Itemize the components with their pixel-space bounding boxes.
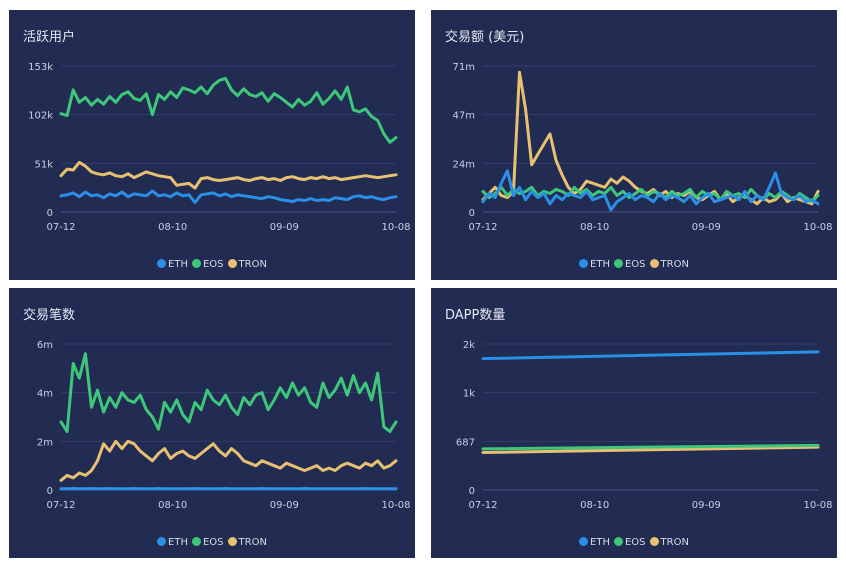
x-tick-label: 07-12 — [468, 500, 497, 511]
legend-item-eth[interactable]: ETH — [157, 259, 188, 270]
legend-dot-icon — [613, 537, 623, 546]
legend-dot-icon — [649, 259, 659, 268]
y-tick-label: 153k — [28, 62, 53, 73]
series-line-tron — [481, 70, 820, 206]
series-line-eth — [59, 189, 398, 204]
x-tick-label: 08-10 — [158, 222, 187, 233]
x-tick-label: 08-10 — [580, 222, 609, 233]
series-line-eth — [481, 350, 820, 361]
legend: ETH EOS TRON — [431, 259, 837, 270]
series-line-eos — [59, 76, 398, 144]
legend-label: EOS — [624, 259, 646, 270]
line-chart: 0 51k 102k 153k 07-12 08-10 09-09 10-08 — [28, 62, 410, 233]
legend-item-eos[interactable]: EOS — [613, 537, 646, 548]
legend-item-eos[interactable]: EOS — [613, 259, 646, 270]
legend-dot-icon — [191, 259, 201, 268]
y-tick-label: 4m — [37, 389, 53, 400]
x-tick-label: 09-09 — [692, 222, 721, 233]
panel-dapp-count: DAPP数量 0 687 1k 2k 07-12 08-10 09-09 10-08 ETH E… — [431, 288, 837, 558]
legend: ETH EOS TRON — [431, 537, 837, 548]
panel-active-users: 活跃用户 0 51k 102k 153k 07-12 08-10 09-09 10-08 ET… — [9, 10, 415, 280]
y-tick-label: 0 — [469, 208, 475, 219]
series-line-tron — [481, 445, 820, 454]
x-tick-label: 07-12 — [46, 500, 75, 511]
y-tick-label: 51k — [34, 159, 53, 170]
legend-label: ETH — [590, 537, 610, 548]
legend-label: TRON — [660, 537, 689, 548]
legend-label: TRON — [238, 259, 267, 270]
legend-item-eth[interactable]: ETH — [579, 537, 610, 548]
y-tick-label: 0 — [47, 486, 53, 497]
legend-item-eos[interactable]: EOS — [191, 537, 224, 548]
x-tick-label: 07-12 — [46, 222, 75, 233]
line-chart: 0 687 1k 2k 07-12 08-10 09-09 10-08 — [456, 340, 833, 511]
legend-item-tron[interactable]: TRON — [227, 259, 267, 270]
y-tick-label: 71m — [453, 62, 475, 73]
legend-dot-icon — [157, 537, 167, 546]
legend-dot-icon — [613, 259, 623, 268]
series-line-tron — [59, 160, 398, 190]
x-tick-label: 08-10 — [158, 500, 187, 511]
series-line-eos — [481, 443, 820, 451]
legend: ETH EOS TRON — [9, 537, 415, 548]
line-chart: 0 2m 4m 6m 07-12 08-10 09-09 10-08 — [37, 340, 411, 511]
legend-dot-icon — [649, 537, 659, 546]
legend-item-tron[interactable]: TRON — [227, 537, 267, 548]
y-tick-label: 687 — [456, 437, 475, 448]
x-tick-label: 09-09 — [692, 500, 721, 511]
y-tick-label: 2k — [463, 340, 475, 351]
x-tick-label: 09-09 — [270, 500, 299, 511]
legend-dot-icon — [227, 537, 237, 546]
legend-dot-icon — [227, 259, 237, 268]
y-tick-label: 0 — [469, 486, 475, 497]
y-tick-label: 2m — [37, 437, 53, 448]
y-tick-label: 0 — [47, 208, 53, 219]
series-line-eos — [59, 352, 398, 434]
x-tick-label: 07-12 — [468, 222, 497, 233]
y-tick-label: 6m — [37, 340, 53, 351]
legend-label: TRON — [238, 537, 267, 548]
y-tick-label: 24m — [453, 159, 475, 170]
panel-transaction-volume: 交易额 (美元) 0 24m 47m 71m 07-12 08-10 09-09 10-08 … — [431, 10, 837, 280]
legend-label: EOS — [624, 537, 646, 548]
chart-title: 交易额 (美元) — [445, 30, 525, 45]
legend-label: EOS — [202, 259, 224, 270]
x-tick-label: 10-08 — [803, 222, 832, 233]
chart-title: 交易笔数 — [23, 308, 76, 323]
y-tick-label: 1k — [463, 389, 475, 400]
legend-dot-icon — [579, 259, 589, 268]
legend-dot-icon — [157, 259, 167, 268]
legend-dot-icon — [191, 537, 201, 546]
legend-label: ETH — [590, 259, 610, 270]
legend-label: ETH — [168, 259, 188, 270]
legend-item-eth[interactable]: ETH — [157, 537, 188, 548]
line-chart: 0 24m 47m 71m 07-12 08-10 09-09 10-08 — [453, 62, 833, 233]
series-line-tron — [59, 439, 398, 482]
y-tick-label: 47m — [453, 111, 475, 122]
chart-title: 活跃用户 — [23, 30, 76, 45]
x-tick-label: 10-08 — [381, 222, 410, 233]
panel-transaction-count: 交易笔数 0 2m 4m 6m 07-12 08-10 09-09 10-08 ETH EOS T… — [9, 288, 415, 558]
legend-item-tron[interactable]: TRON — [649, 537, 689, 548]
legend-item-eos[interactable]: EOS — [191, 259, 224, 270]
legend-dot-icon — [579, 537, 589, 546]
chart-title: DAPP数量 — [445, 308, 506, 323]
legend-item-eth[interactable]: ETH — [579, 259, 610, 270]
x-tick-label: 09-09 — [270, 222, 299, 233]
legend-label: TRON — [660, 259, 689, 270]
y-tick-label: 102k — [28, 111, 53, 122]
series-line-eth — [481, 169, 820, 212]
legend-label: EOS — [202, 537, 224, 548]
x-tick-label: 08-10 — [580, 500, 609, 511]
legend: ETH EOS TRON — [9, 259, 415, 270]
legend-label: ETH — [168, 537, 188, 548]
x-tick-label: 10-08 — [803, 500, 832, 511]
x-tick-label: 10-08 — [381, 500, 410, 511]
legend-item-tron[interactable]: TRON — [649, 259, 689, 270]
